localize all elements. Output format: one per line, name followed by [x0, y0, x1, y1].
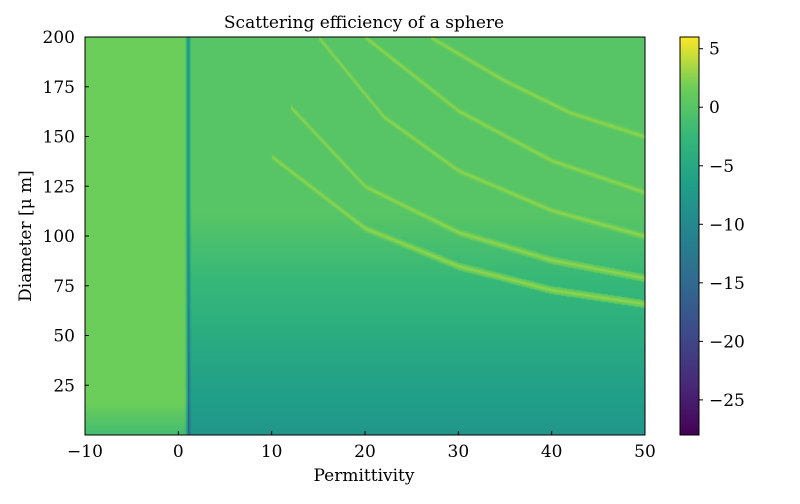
y-axis-label: Diameter [μ m]	[16, 170, 36, 302]
colorbar-tick-label: −25	[709, 391, 745, 411]
y-tick-label: 100	[43, 227, 75, 247]
y-axis: 25 50 75 100 125 150 175 200	[43, 28, 89, 396]
colorbar-tick-label: 0	[709, 98, 720, 118]
colorbar	[679, 36, 700, 436]
x-tick-label: 40	[541, 442, 563, 462]
y-tick-label: 150	[43, 128, 75, 148]
y-tick-label: 50	[53, 327, 75, 347]
x-tick-label: 0	[173, 442, 184, 462]
colorbar-tick-label: −20	[709, 332, 745, 352]
colorbar-tick-label: −10	[709, 215, 745, 235]
x-axis-label: Permittivity	[314, 466, 415, 486]
x-tick-label: 30	[448, 442, 470, 462]
x-tick-label: 10	[261, 442, 283, 462]
colorbar-tick-label: 5	[709, 40, 720, 60]
colorbar-tick-label: −5	[709, 157, 734, 177]
x-axis: −10 0 10 20 30 40 50	[67, 431, 656, 462]
x-tick-label: 50	[634, 442, 656, 462]
y-tick-label: 75	[53, 277, 75, 297]
y-tick-label: 125	[43, 177, 75, 197]
y-tick-label: 25	[53, 376, 75, 396]
heatmap-canvas	[85, 37, 645, 435]
y-tick-label: 200	[43, 28, 75, 48]
x-tick-label: 20	[354, 442, 376, 462]
colorbar-axis: 5 0 −5 −10 −15 −20 −25	[699, 40, 745, 411]
y-tick-label: 175	[43, 78, 75, 98]
x-tick-label: −10	[67, 442, 103, 462]
chart-title: Scattering efficiency of a sphere	[224, 13, 504, 33]
colorbar-tick-label: −15	[709, 274, 745, 294]
heatmap-area	[85, 37, 645, 435]
